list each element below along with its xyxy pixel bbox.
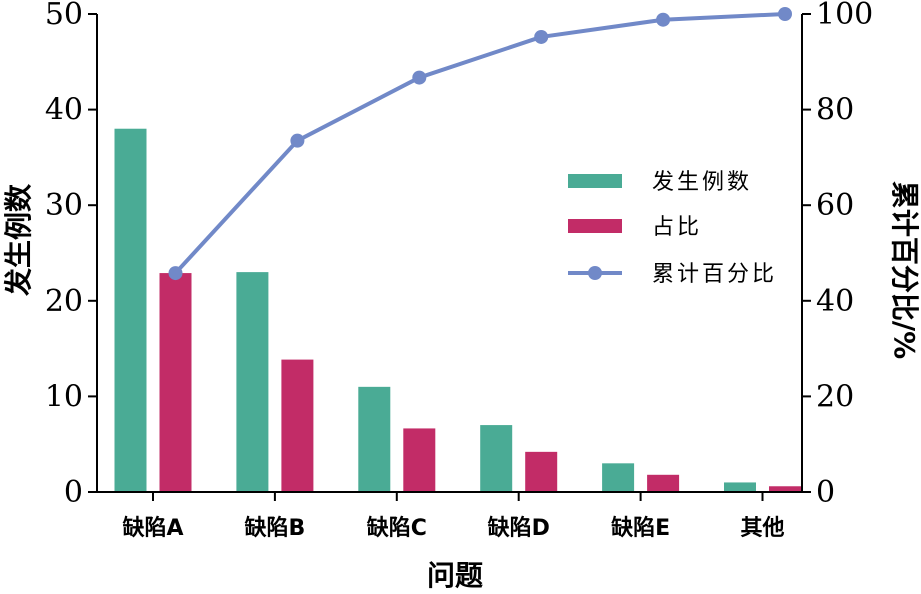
bar-count [724,482,756,492]
y2-tick-label: 20 [816,379,854,414]
cumulative-line [174,12,786,275]
bar-count [480,425,513,492]
y-tick-label: 20 [45,284,83,319]
y2-tick-label: 60 [816,188,854,223]
x-tick-label: 缺陷B [245,515,306,541]
bar-count [236,272,269,492]
legend-swatch-share [568,219,622,233]
axes-layer: 0 10 20 30 40 50 0 20 40 60 80 100 缺陷A 缺陷B 缺陷C 缺陷D 缺陷E 其他 [45,0,873,541]
bar-share [159,273,192,492]
bar-count [602,463,635,492]
y2-tick-label: 100 [816,0,873,32]
x-tick-label: 缺陷A [122,515,183,541]
legend-marker-cumulative [588,266,602,280]
x-axis-title: 问题 [427,559,483,592]
y2-tick-label: 40 [816,284,854,319]
bar-count [358,386,391,492]
bar-share [647,474,680,492]
legend-label-share: 占比 [652,215,702,240]
bar-share [769,486,801,492]
bar-share [281,359,314,492]
bar-share [525,451,558,492]
legend-label-cumulative: 累计百分比 [652,262,777,287]
cumulative-line-layer [168,7,792,281]
y2-axis-title: 累计百分比/% [888,181,921,359]
bar-share [403,428,436,492]
cumulative-point [412,70,427,85]
x-tick-label: 缺陷E [611,515,670,541]
y-tick-label: 30 [45,188,83,223]
y-axis-title: 发生例数 [2,183,35,297]
bars-layer [114,128,801,492]
legend-label-count: 发生例数 [652,170,752,195]
bar-count [114,128,147,492]
x-tick-label: 缺陷C [367,515,427,541]
cumulative-point [168,266,183,281]
x-tick-label: 缺陷D [488,515,550,541]
cumulative-point [778,7,792,21]
x-tick-label: 其他 [740,516,784,541]
legend-swatch-count [568,174,622,188]
y2-tick-label: 0 [816,475,835,510]
y-tick-label: 0 [64,475,83,510]
y2-tick-label: 80 [816,93,854,128]
cumulative-point [290,133,305,148]
y-tick-label: 10 [45,379,83,414]
cumulative-point [534,29,549,44]
cumulative-point [656,12,671,27]
y-tick-label: 40 [45,93,83,128]
y-tick-label: 50 [45,0,83,32]
